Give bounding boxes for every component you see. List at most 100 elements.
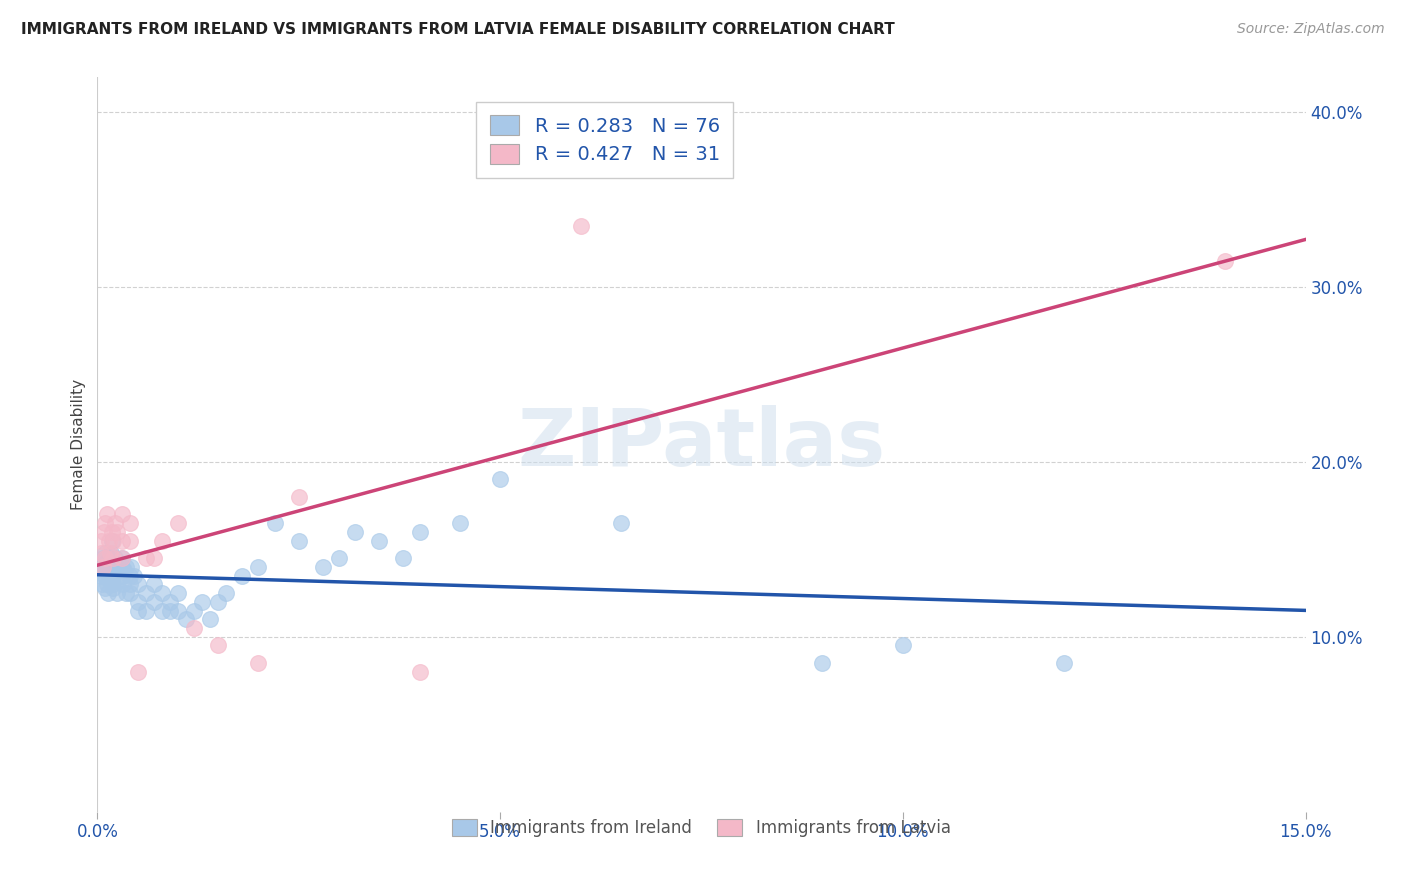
Point (94, 551, 117, 566)
Point (127, 603, 149, 617)
Point (96, 577, 118, 591)
Point (118, 516, 141, 530)
Point (101, 568, 124, 582)
Point (127, 577, 149, 591)
Point (215, 586, 238, 600)
Point (115, 559, 138, 574)
Point (97, 586, 120, 600)
Point (91, 559, 114, 574)
Point (183, 621, 205, 635)
Point (96, 508, 118, 522)
Point (135, 586, 157, 600)
Point (1053, 656, 1076, 670)
Point (118, 533, 141, 548)
Point (105, 524, 128, 539)
Point (110, 568, 132, 582)
Point (101, 524, 124, 539)
Point (94, 516, 117, 530)
Point (489, 472, 512, 486)
Point (98, 551, 121, 566)
Point (231, 568, 253, 582)
Point (408, 524, 430, 539)
Point (610, 516, 633, 530)
Point (114, 586, 136, 600)
Point (104, 563, 127, 577)
Point (104, 551, 127, 566)
Point (344, 524, 367, 539)
Point (94, 581, 117, 595)
Point (122, 568, 145, 582)
Point (98, 546, 121, 560)
Point (120, 559, 142, 574)
Point (98, 563, 121, 577)
Point (142, 595, 165, 609)
Point (110, 533, 132, 548)
Point (112, 563, 135, 577)
Point (174, 612, 197, 626)
Y-axis label: Female Disability: Female Disability (72, 379, 86, 510)
Point (90, 568, 112, 582)
Point (247, 656, 270, 670)
Point (198, 612, 221, 626)
Point (150, 603, 173, 617)
Point (93, 524, 115, 539)
Legend: Immigrants from Ireland, Immigrants from Latvia: Immigrants from Ireland, Immigrants from… (446, 812, 957, 844)
Point (150, 586, 173, 600)
Point (91, 577, 114, 591)
Point (110, 551, 132, 566)
Point (110, 559, 132, 574)
Point (98, 574, 121, 588)
Point (110, 508, 132, 522)
Point (97, 559, 120, 574)
Point (449, 516, 471, 530)
Point (97, 533, 120, 548)
Point (118, 577, 141, 591)
Point (94, 546, 117, 560)
Point (247, 559, 270, 574)
Point (90, 546, 112, 560)
Point (392, 551, 415, 566)
Point (167, 603, 190, 617)
Point (127, 665, 149, 679)
Point (150, 533, 173, 548)
Point (811, 656, 834, 670)
Point (93, 563, 115, 577)
Point (569, 219, 592, 233)
Point (142, 551, 165, 566)
Point (118, 568, 141, 582)
Point (159, 603, 181, 617)
Point (93, 557, 115, 571)
Point (287, 533, 309, 548)
Point (167, 516, 190, 530)
Point (328, 551, 350, 566)
Point (207, 595, 229, 609)
Point (91, 551, 114, 566)
Point (103, 581, 125, 595)
Point (112, 577, 135, 591)
Point (90, 559, 112, 574)
Point (94, 568, 117, 582)
Point (118, 586, 141, 600)
Point (263, 516, 285, 530)
Point (891, 639, 914, 653)
Point (135, 551, 157, 566)
Point (107, 559, 129, 574)
Point (183, 603, 205, 617)
Point (191, 595, 214, 609)
Text: Source: ZipAtlas.com: Source: ZipAtlas.com (1237, 22, 1385, 37)
Point (101, 533, 124, 548)
Point (103, 568, 125, 582)
Point (103, 577, 125, 591)
Point (100, 546, 122, 560)
Point (1213, 254, 1236, 268)
Point (107, 574, 129, 588)
Point (368, 533, 391, 548)
Point (135, 603, 157, 617)
Point (127, 595, 149, 609)
Point (110, 551, 132, 566)
Point (103, 557, 125, 571)
Point (142, 577, 165, 591)
Point (90, 533, 112, 548)
Point (159, 595, 181, 609)
Point (312, 559, 335, 574)
